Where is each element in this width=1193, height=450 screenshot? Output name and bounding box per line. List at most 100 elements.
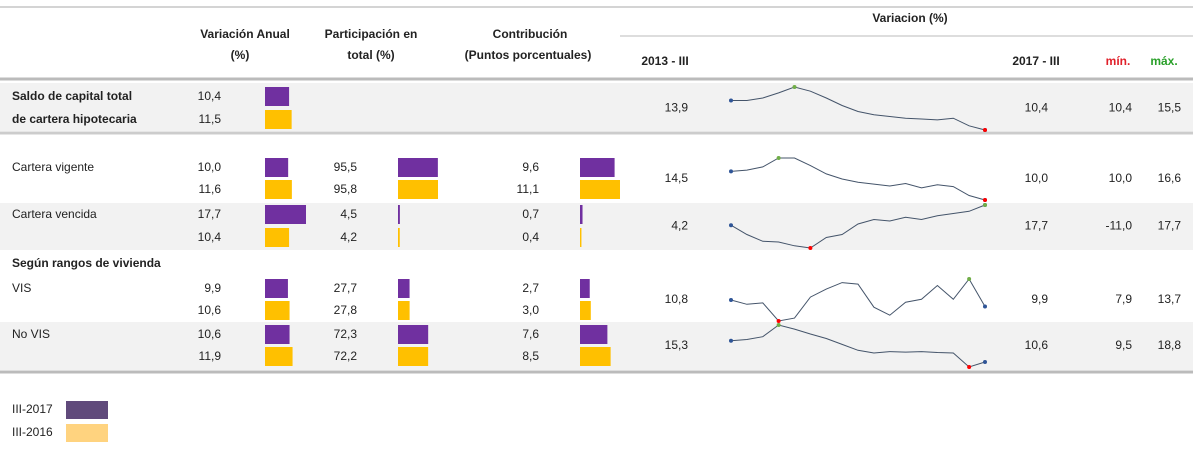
end-value: 10,6 (1025, 338, 1049, 352)
cell-bar (265, 347, 293, 366)
cell-bar (265, 228, 290, 247)
cell-bar (265, 110, 292, 129)
cell-value: 0,4 (522, 230, 539, 244)
cell-value: 7,6 (522, 327, 539, 341)
cell-bar (398, 347, 429, 366)
cell-value: 95,5 (334, 160, 358, 174)
row-label: VIS (12, 281, 31, 295)
header: 2013 - III (641, 54, 688, 68)
cell-bar (265, 325, 290, 344)
cell-bar (580, 301, 591, 320)
sparkline (730, 157, 986, 201)
cell-value: 2,7 (522, 281, 539, 295)
spark-point (983, 203, 987, 207)
cell-value: 0,7 (522, 207, 539, 221)
legend-swatch (66, 424, 108, 442)
start-value: 15,3 (665, 338, 689, 352)
cell-value: 27,7 (334, 281, 358, 295)
cell-value: 72,2 (334, 349, 358, 363)
cell-value: 11,5 (199, 112, 222, 126)
cell-value: 8,5 (522, 349, 539, 363)
section-heading: Según rangos de vivienda (12, 256, 161, 270)
spark-point (967, 365, 972, 369)
max-value: 13,7 (1158, 292, 1182, 306)
row-label: Cartera vencida (12, 207, 97, 221)
cell-bar (398, 301, 410, 320)
spark-point (776, 156, 781, 160)
sparkline (730, 204, 986, 249)
spark-point (729, 223, 733, 228)
spark-point (729, 169, 733, 174)
start-value: 4,2 (671, 219, 688, 233)
legend-label: III-2017 (12, 402, 53, 416)
cell-value: 9,6 (522, 160, 539, 174)
header: 2017 - III (1012, 54, 1059, 68)
end-value: 10,4 (1025, 101, 1049, 115)
cell-value: 10,6 (198, 327, 222, 341)
cell-bar (580, 347, 611, 366)
spark-point (776, 323, 781, 327)
cell-value: 11,9 (199, 349, 222, 363)
min-value: 10,0 (1109, 171, 1133, 185)
cell-value: 11,1 (517, 182, 540, 196)
cell-bar (265, 279, 288, 298)
legend-label: III-2016 (12, 425, 53, 439)
end-value: 17,7 (1025, 219, 1049, 233)
max-value: 16,6 (1158, 171, 1182, 185)
cell-value: 9,9 (204, 281, 221, 295)
cell-bar (398, 180, 438, 199)
end-value: 9,9 (1031, 292, 1048, 306)
row-label: de cartera hipotecaria (12, 112, 137, 126)
spark-point (983, 360, 987, 365)
cell-value: 10,4 (198, 89, 222, 103)
spark-point (983, 128, 987, 132)
sparkline (730, 324, 986, 368)
spark-point (792, 85, 797, 89)
row-label: No VIS (12, 327, 50, 341)
cell-bar (398, 228, 400, 247)
max-value: 15,5 (1158, 101, 1182, 115)
cell-bar (398, 279, 410, 298)
cell-value: 4,2 (340, 230, 357, 244)
cell-value: 17,7 (198, 207, 222, 221)
header: total (%) (347, 48, 394, 62)
cell-bar (265, 87, 290, 106)
header: Contribución (493, 27, 568, 41)
cell-bar (265, 158, 289, 177)
spark-point (729, 298, 733, 302)
row-label: Saldo de capital total (12, 89, 132, 103)
cell-bar (265, 301, 290, 320)
sparkline (731, 86, 986, 131)
header: Participación en (325, 27, 418, 41)
header: Variación Anual (200, 27, 290, 41)
cell-value: 10,4 (198, 230, 222, 244)
cell-bar (398, 205, 400, 224)
start-value: 10,8 (665, 292, 689, 306)
cell-bar (580, 279, 590, 298)
header: Variacion (%) (872, 11, 947, 25)
min-value: -11,0 (1106, 219, 1133, 233)
cell-bar (580, 180, 620, 199)
end-value: 10,0 (1025, 171, 1049, 185)
cell-value: 95,8 (334, 182, 358, 196)
cell-value: 11,6 (199, 182, 222, 196)
min-value: 7,9 (1115, 292, 1132, 306)
cell-value: 3,0 (522, 303, 539, 317)
spark-point (729, 338, 733, 343)
row-label: Cartera vigente (12, 160, 94, 174)
spark-point (983, 198, 987, 202)
max-value: 18,8 (1158, 338, 1182, 352)
spark-point (967, 277, 972, 281)
header: (Puntos porcentuales) (465, 48, 592, 62)
cell-value: 10,0 (198, 160, 222, 174)
cell-bar (398, 325, 429, 344)
cell-value: 27,8 (334, 303, 358, 317)
spark-point (729, 98, 733, 103)
cell-value: 72,3 (334, 327, 358, 341)
start-value: 13,9 (665, 101, 689, 115)
cell-bar (580, 325, 608, 344)
min-value: 9,5 (1115, 338, 1132, 352)
row-band (0, 203, 1193, 250)
cell-bar (265, 180, 292, 199)
